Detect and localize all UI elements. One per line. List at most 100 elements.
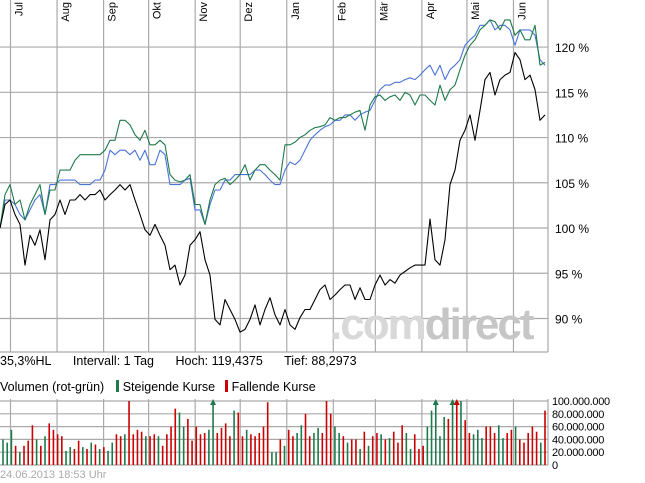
x-tick-label: Mär (378, 2, 390, 21)
volume-bar (409, 449, 412, 465)
x-tick-label: Jul (14, 2, 26, 16)
volume-bar (363, 431, 366, 465)
volume-bar (271, 452, 273, 465)
rising-swatch (115, 380, 119, 392)
volume-bar (292, 436, 294, 465)
volume-bar (224, 423, 227, 465)
volume-bar (212, 401, 214, 465)
volume-bar (468, 433, 471, 465)
x-tick-label: Nov (198, 2, 210, 22)
volume-bar (346, 442, 349, 465)
volume-bar (98, 449, 101, 465)
volume-bar (455, 401, 458, 465)
volume-bar (128, 401, 130, 465)
overflow-arrow-icon (449, 399, 456, 405)
volume-bar (107, 450, 109, 465)
volume-bar (342, 436, 345, 465)
volume-bar (506, 433, 508, 465)
volume-bar (464, 420, 466, 465)
volume-bar (481, 438, 483, 465)
volume-y-tick-label: 20.000.000 (552, 447, 604, 459)
volume-bar (208, 429, 210, 465)
volume-bar (317, 427, 319, 465)
volume-bar (523, 442, 525, 465)
volume-bar (485, 426, 487, 465)
x-tick-label: Feb (336, 2, 348, 21)
volume-bar (124, 434, 126, 465)
volume-bar (531, 426, 534, 465)
volume-bar (111, 442, 114, 465)
volume-y-tick-label: 100.000.000 (552, 396, 610, 408)
volume-bar (376, 433, 378, 465)
volume-bar (187, 418, 189, 465)
volume-bar (149, 436, 151, 465)
y-tick-label: 90 % (555, 313, 583, 327)
volume-bar (69, 447, 72, 465)
volume-bar (19, 452, 21, 465)
volume-bar (367, 445, 370, 465)
price-chart: Jul Aug Sep Okt Nov Dez Jan Feb Mär Apr Mai Jun 90 %… (0, 0, 589, 353)
volume-bar (27, 440, 30, 465)
legend-falling: Fallende Kurse (231, 380, 316, 394)
volume-bar (544, 410, 546, 465)
x-tick-label: Sep (107, 2, 119, 22)
volume-bar (384, 439, 387, 465)
volume-bar (514, 426, 517, 465)
volume-bar (199, 434, 202, 465)
volume-bar (262, 426, 265, 465)
volume-bar (73, 449, 76, 465)
volume-bar (40, 445, 42, 465)
volume-bar (338, 433, 340, 465)
low-label: Tief: 88,2973 (284, 354, 357, 368)
volume-bar (380, 434, 382, 465)
volume-bar (300, 425, 303, 465)
x-tick-label: Aug (60, 2, 72, 22)
volume-bar (497, 425, 500, 465)
volume-bar (182, 426, 185, 465)
volume-bar (23, 445, 25, 465)
volume-bar (14, 445, 17, 465)
volume-bar (254, 436, 256, 465)
volume-bar (493, 433, 496, 465)
x-tick-label: Jun (516, 2, 528, 20)
volume-bar (434, 401, 437, 465)
volume-bar (195, 426, 198, 465)
volume-bar (153, 434, 156, 465)
volume-title: Volumen (rot-grün) (0, 380, 105, 394)
x-tick-label: Okt (152, 2, 164, 19)
volume-bar (258, 433, 261, 465)
volume-bar (388, 438, 391, 465)
volume-bar (283, 445, 286, 465)
volume-bar (422, 445, 424, 465)
volume-y-tick-label: 0 (552, 460, 558, 472)
volume-bar (313, 433, 315, 465)
x-tick-label: Dez (243, 2, 255, 22)
x-tick-label: Mai (470, 2, 482, 20)
volume-y-tick-label: 80.000.000 (552, 409, 604, 421)
volume-bar (44, 436, 46, 465)
index-line-blue (0, 19, 546, 229)
volume-bar (451, 401, 454, 465)
y-tick-label: 105 % (555, 177, 589, 191)
volume-bar (476, 429, 479, 465)
overflow-arrow-icon (453, 399, 460, 405)
volume-bar (334, 426, 336, 465)
comdirect-watermark: .comdirect (330, 300, 535, 349)
volume-bar (447, 418, 450, 465)
volume-bar (170, 426, 172, 465)
y-tick-label: 100 % (555, 222, 589, 236)
y-tick-label: 110 % (555, 132, 588, 146)
volume-bar (350, 439, 353, 465)
timestamp: 24.06.2013 18:53 Uhr (0, 469, 107, 481)
volume-bar (166, 434, 168, 465)
volume-bar (418, 449, 420, 465)
y-tick-label: 95 % (555, 267, 583, 281)
volume-bar (216, 433, 219, 465)
volume-bar (250, 434, 252, 465)
volume-bar (132, 434, 135, 465)
volume-bar (279, 439, 282, 465)
volume-bar (266, 402, 269, 465)
volume-bar (439, 436, 441, 465)
volume-bar (472, 434, 475, 465)
volume-bar (136, 429, 139, 465)
